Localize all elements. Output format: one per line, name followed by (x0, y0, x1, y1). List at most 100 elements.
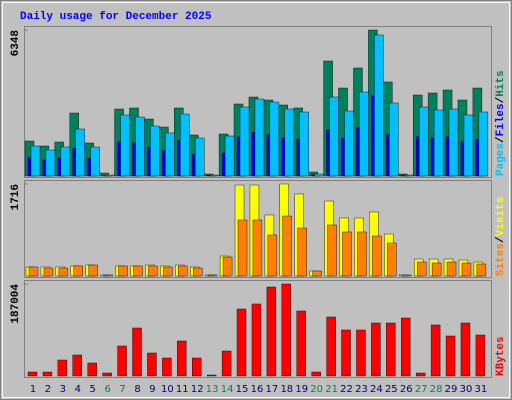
bar (415, 372, 426, 377)
bar (148, 265, 158, 277)
bar (178, 265, 188, 277)
bar (57, 359, 68, 377)
x-tick-label: 8 (134, 384, 140, 395)
bar (147, 352, 157, 377)
bar (222, 256, 233, 277)
bar (357, 231, 367, 277)
bar (28, 266, 39, 277)
bar (312, 270, 322, 277)
bar (344, 110, 354, 177)
legend-entry: KBytes (495, 336, 507, 376)
x-tick-label: 27 (415, 384, 428, 395)
x-tick-label: 29 (445, 384, 458, 395)
bar (446, 261, 457, 277)
y-tick-label: 1716 (10, 184, 22, 210)
bar (311, 371, 321, 377)
bar (266, 286, 277, 377)
bar (475, 334, 486, 377)
x-tick-label: 11 (176, 384, 189, 395)
bar (269, 101, 280, 177)
bar (327, 224, 337, 277)
x-tick-label: 23 (355, 384, 368, 395)
bar (88, 264, 98, 277)
x-tick-label: 6 (104, 384, 110, 395)
bar (476, 263, 487, 277)
bar (73, 265, 83, 277)
x-tick-label: 19 (295, 384, 308, 395)
bar (463, 114, 474, 177)
bar (418, 106, 429, 177)
bar (299, 111, 309, 177)
bar (374, 34, 384, 177)
x-tick-label: 10 (161, 384, 174, 395)
bar (460, 322, 471, 377)
bar (87, 362, 97, 377)
x-tick-label: 1 (30, 384, 36, 395)
bar (431, 262, 442, 277)
x-tick-label: 30 (460, 384, 473, 395)
legend-entry: Files (495, 103, 507, 136)
legend-entry: Sites (495, 243, 507, 276)
legend: Pages/Files/Hits (495, 70, 507, 176)
legend-entry: Pages (495, 143, 507, 176)
bar (359, 91, 369, 177)
bar (372, 235, 382, 277)
bar (267, 234, 278, 277)
bar (386, 322, 396, 377)
bar (236, 308, 247, 377)
bar (252, 219, 263, 277)
bar (478, 111, 489, 177)
x-tick-label: 18 (280, 384, 293, 395)
bar (133, 265, 143, 277)
bar (162, 357, 172, 377)
x-tick-label: 13 (206, 384, 219, 395)
x-tick-label: 22 (340, 384, 353, 395)
bar (433, 109, 444, 177)
bar (314, 173, 324, 177)
bar (356, 329, 366, 377)
x-tick-label: 7 (119, 384, 125, 395)
bar (150, 125, 160, 177)
bar (135, 116, 145, 177)
legend: KBytes (495, 336, 507, 376)
bar (90, 146, 100, 177)
bar (389, 102, 399, 177)
legend: Sites/Visits (495, 197, 507, 276)
bar (326, 316, 336, 377)
bar (177, 340, 187, 377)
x-tick-label: 28 (430, 384, 443, 395)
legend-entry: Visits (495, 197, 507, 237)
bar (221, 350, 232, 377)
bar (284, 108, 295, 177)
x-tick-label: 5 (90, 384, 96, 395)
x-tick-label: 15 (236, 384, 249, 395)
bar (224, 135, 235, 177)
bar (445, 335, 456, 377)
x-tick-label: 9 (149, 384, 155, 395)
bar (251, 303, 262, 377)
x-tick-label: 24 (370, 384, 383, 395)
bar (195, 137, 205, 177)
x-tick-label: 14 (221, 384, 234, 395)
legend-separator: / (495, 236, 507, 243)
bar (132, 327, 142, 377)
bar (58, 267, 69, 277)
bar (192, 357, 202, 377)
bar (43, 267, 54, 277)
bar (341, 329, 351, 377)
x-tick-label: 17 (266, 384, 279, 395)
bar (416, 261, 427, 277)
bar (430, 324, 441, 377)
x-tick-label: 25 (385, 384, 398, 395)
x-tick-label: 4 (75, 384, 81, 395)
bar (120, 114, 130, 177)
bar (163, 266, 173, 277)
bar (105, 174, 115, 177)
bar (72, 354, 82, 377)
bar (254, 98, 265, 177)
x-tick-label: 12 (191, 384, 204, 395)
bar (329, 96, 339, 177)
chart-title: Daily usage for December 2025 (20, 11, 212, 23)
